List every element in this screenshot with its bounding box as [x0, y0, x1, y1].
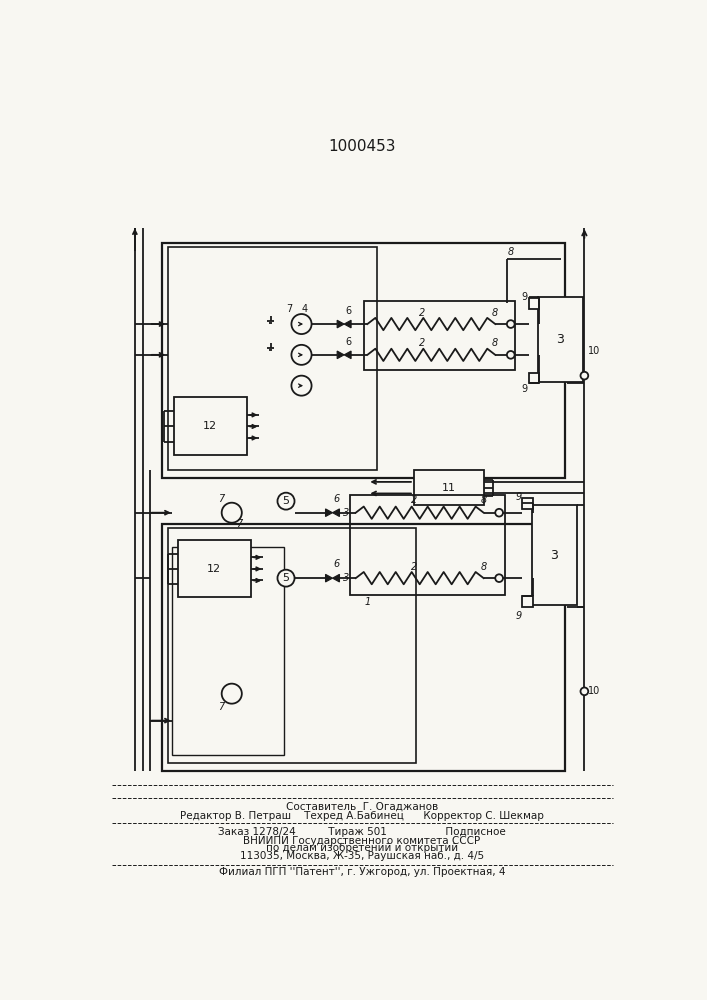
Circle shape [580, 372, 588, 379]
Polygon shape [344, 320, 351, 328]
Text: по делам изобретений и открытий: по делам изобретений и открытий [266, 843, 458, 853]
Text: 2: 2 [419, 308, 425, 318]
Bar [529, 298, 539, 309]
Bar [172, 547, 284, 755]
Circle shape [291, 376, 312, 396]
Bar [168, 247, 378, 470]
Polygon shape [337, 351, 344, 359]
Circle shape [291, 345, 312, 365]
Circle shape [507, 351, 515, 359]
Text: 8: 8 [481, 495, 486, 505]
Text: 1: 1 [364, 597, 370, 607]
Polygon shape [332, 574, 339, 582]
Text: 7: 7 [218, 702, 225, 712]
Text: 3: 3 [344, 508, 349, 518]
Text: 5: 5 [283, 496, 289, 506]
Text: ВНИИПИ Государственного комитета СССР: ВНИИПИ Государственного комитета СССР [243, 836, 481, 846]
Text: Составитель  Г. Огаджанов: Составитель Г. Огаджанов [286, 802, 438, 812]
Text: 10: 10 [588, 346, 600, 356]
Text: Заказ 1278/24          Тираж 501                  Подписное: Заказ 1278/24 Тираж 501 Подписное [218, 827, 506, 837]
Circle shape [580, 687, 588, 695]
Circle shape [507, 320, 515, 328]
Text: 3: 3 [344, 573, 349, 583]
Text: 9: 9 [515, 492, 522, 502]
Bar [162, 243, 565, 478]
Bar [538, 297, 583, 382]
Bar [522, 498, 533, 509]
Text: 9: 9 [522, 292, 527, 302]
Text: 8: 8 [508, 247, 514, 257]
Text: 1000453: 1000453 [328, 139, 396, 154]
Text: 4: 4 [301, 304, 308, 314]
Bar [414, 470, 484, 505]
Text: 2: 2 [419, 338, 425, 348]
Text: 113035, Москва, Ж-35, Раушская наб., д. 4/5: 113035, Москва, Ж-35, Раушская наб., д. … [240, 851, 484, 861]
Text: 3: 3 [556, 333, 564, 346]
Circle shape [291, 314, 312, 334]
Bar [522, 596, 533, 607]
Circle shape [277, 570, 295, 587]
Text: 3: 3 [550, 549, 558, 562]
Polygon shape [337, 320, 344, 328]
Polygon shape [325, 574, 332, 582]
Text: 8: 8 [492, 338, 498, 348]
Bar [177, 540, 251, 597]
Text: 2: 2 [411, 495, 417, 505]
Text: 7: 7 [236, 519, 243, 529]
Bar [174, 397, 247, 455]
Bar [168, 528, 416, 763]
Text: 5: 5 [283, 573, 289, 583]
Text: 7: 7 [286, 304, 292, 314]
Polygon shape [332, 509, 339, 517]
Text: 8: 8 [492, 308, 498, 318]
Circle shape [222, 503, 242, 523]
Circle shape [277, 493, 295, 510]
Text: 6: 6 [333, 494, 339, 504]
Bar [351, 495, 506, 595]
Bar [363, 301, 515, 370]
Text: 6: 6 [345, 337, 351, 347]
Text: 9: 9 [515, 611, 522, 621]
Text: 2: 2 [411, 562, 417, 572]
Text: 11: 11 [442, 483, 456, 493]
Bar [529, 373, 539, 383]
Bar [162, 524, 565, 771]
Text: 6: 6 [333, 559, 339, 569]
Text: 6: 6 [345, 306, 351, 316]
Text: 12: 12 [203, 421, 217, 431]
Text: 12: 12 [207, 564, 221, 574]
Text: 10: 10 [588, 686, 600, 696]
Text: Филиал ПГП ''Патент'', г. Ужгород, ул. Проектная, 4: Филиал ПГП ''Патент'', г. Ужгород, ул. П… [218, 867, 506, 877]
Circle shape [222, 684, 242, 704]
Text: 7: 7 [218, 494, 225, 504]
Text: Редактор В. Петраш    Техред А.Бабинец      Корректор С. Шекмар: Редактор В. Петраш Техред А.Бабинец Корр… [180, 811, 544, 821]
Polygon shape [344, 351, 351, 359]
Bar [532, 505, 577, 605]
Polygon shape [325, 509, 332, 517]
Text: 9: 9 [522, 384, 527, 394]
Circle shape [495, 509, 503, 517]
Text: 8: 8 [481, 562, 486, 572]
Circle shape [495, 574, 503, 582]
